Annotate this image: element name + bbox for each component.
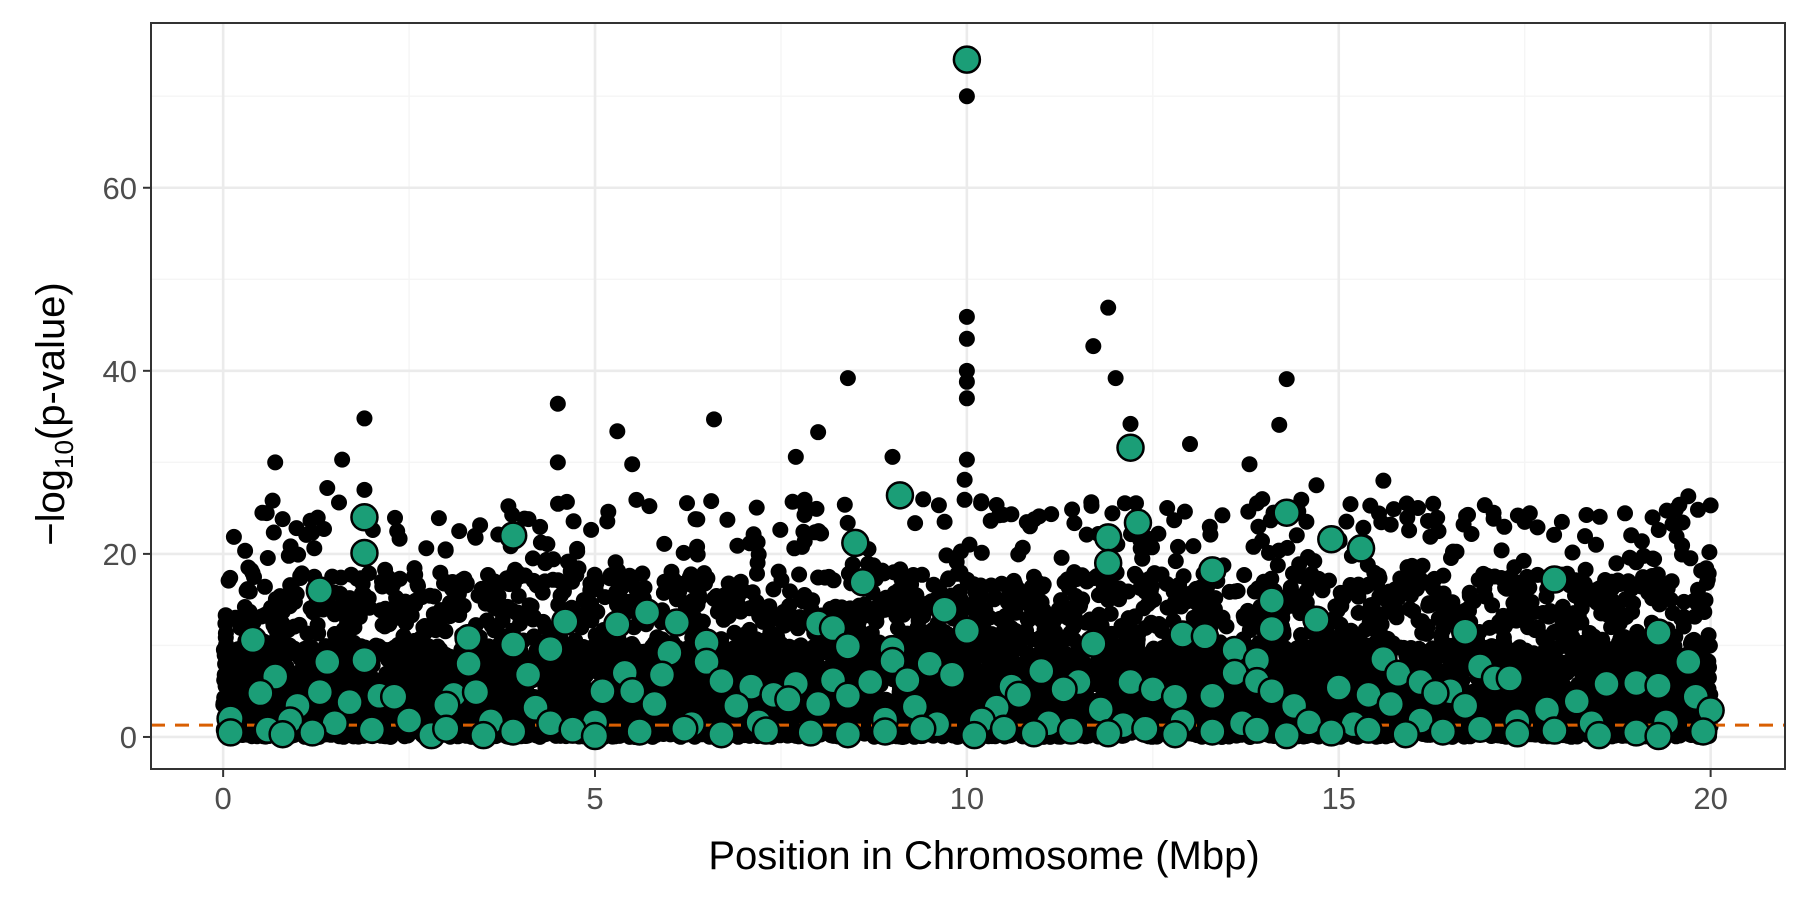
- snp-point: [1608, 555, 1624, 571]
- snp-point: [957, 492, 973, 508]
- snp-point: [1230, 583, 1246, 599]
- snp-point: [1516, 553, 1532, 569]
- snp-point: [1565, 545, 1581, 561]
- snp-point: [1168, 553, 1184, 569]
- snp-point: [331, 495, 347, 511]
- snp-point: [697, 576, 713, 592]
- snp-point: [1176, 568, 1192, 584]
- snp-point: [1358, 622, 1374, 638]
- snp-point: [566, 513, 582, 529]
- snp-point: [703, 493, 719, 509]
- snp-point: [974, 545, 990, 561]
- snp-point: [260, 550, 276, 566]
- snp-point: [1592, 509, 1608, 525]
- snp-point: [791, 567, 807, 583]
- snp-point: [306, 540, 322, 556]
- snp-point: [1651, 522, 1667, 538]
- snp-point: [1236, 567, 1252, 583]
- snp-point: [226, 529, 242, 545]
- snp-point: [1083, 494, 1099, 510]
- snp-point: [480, 567, 496, 583]
- snp-point: [931, 497, 947, 513]
- snp-point: [438, 541, 454, 557]
- snp-point: [1351, 605, 1367, 621]
- snp-point: [298, 527, 314, 543]
- snp-point: [1159, 500, 1175, 516]
- snp-point: [1701, 544, 1717, 560]
- snp-point: [521, 511, 537, 527]
- snp-point: [679, 495, 695, 511]
- snp-point: [1343, 496, 1359, 512]
- snp-point: [316, 521, 332, 537]
- snp-point: [1338, 514, 1354, 530]
